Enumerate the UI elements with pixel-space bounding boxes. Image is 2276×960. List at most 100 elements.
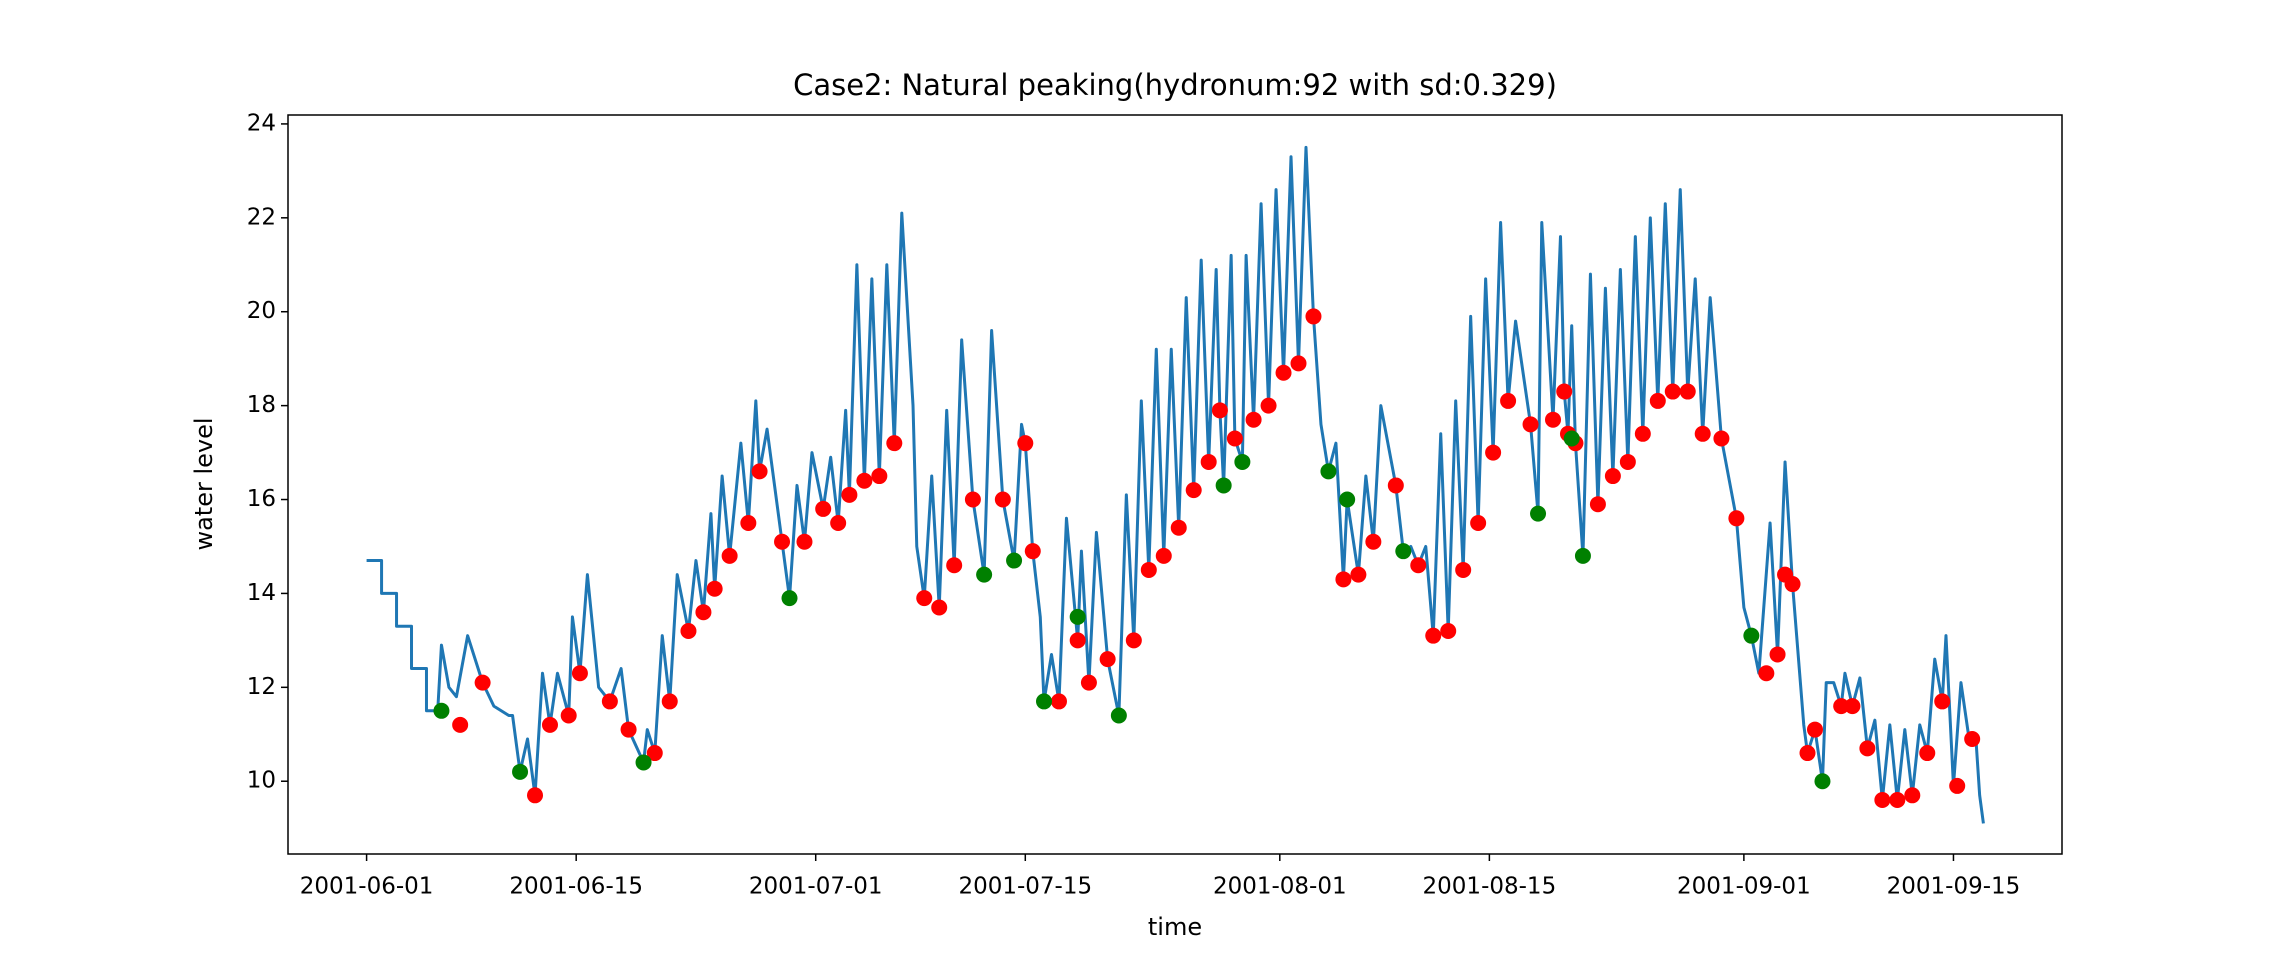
scatter-point: [1440, 622, 1457, 639]
scatter-point: [1589, 496, 1606, 513]
water-level-line: [366, 145, 1985, 824]
scatter-point: [841, 486, 858, 503]
scatter-point: [1226, 430, 1243, 447]
scatter-point: [1050, 693, 1067, 710]
scatter-point: [994, 491, 1011, 508]
scatter-point: [1500, 392, 1517, 409]
scatter-point: [1245, 411, 1262, 428]
scatter-point: [1170, 519, 1187, 536]
scatter-point: [871, 468, 888, 485]
scatter-point: [815, 500, 832, 517]
scatter-point: [1387, 477, 1404, 494]
scatter-point: [1619, 453, 1636, 470]
scatter-point: [474, 674, 491, 691]
scatter-point: [452, 716, 469, 733]
scatter-point: [1365, 533, 1382, 550]
scatter-point: [1919, 745, 1936, 762]
y-tick-label: 20: [247, 298, 276, 324]
scatter-point: [1814, 773, 1831, 790]
scatter-point: [706, 580, 723, 597]
scatter-point: [1350, 566, 1367, 583]
scatter-point: [1904, 787, 1921, 804]
axes-frame: [287, 114, 2063, 855]
x-tick-label: 2001-07-15: [958, 874, 1092, 900]
scatter-point: [1964, 730, 1981, 747]
scatter-point: [1017, 435, 1034, 452]
scatter-point: [1758, 665, 1775, 682]
scatter-point: [1260, 397, 1277, 414]
scatter-point: [1099, 651, 1116, 668]
scatter-point: [916, 590, 933, 607]
scatter-point: [1713, 430, 1730, 447]
scatter-point: [946, 557, 963, 574]
scatter-point: [1522, 416, 1539, 433]
scatter-point: [1125, 632, 1142, 649]
scatter-point: [1215, 477, 1232, 494]
scatter-point: [1069, 608, 1086, 625]
scatter-point: [1200, 453, 1217, 470]
y-tick-label: 14: [247, 580, 276, 606]
y-tick-label: 12: [247, 674, 276, 700]
scatter-point: [571, 665, 588, 682]
chart-title: Case2: Natural peaking(hydronum:92 with …: [793, 68, 1557, 102]
scatter-point: [1320, 463, 1337, 480]
scatter-point: [661, 693, 678, 710]
scatter-point: [781, 590, 798, 607]
scatter-point: [856, 472, 873, 489]
scatter-point: [1728, 510, 1745, 527]
scatter-point: [541, 716, 558, 733]
scatter-point: [1634, 425, 1651, 442]
scatter-point: [976, 566, 993, 583]
scatter-point: [1874, 792, 1891, 809]
scatter-point: [601, 693, 618, 710]
scatter-point: [512, 763, 529, 780]
scatter-point: [620, 721, 637, 738]
scatter-point: [1949, 777, 1966, 794]
scatter-point: [1604, 468, 1621, 485]
x-tick-label: 2001-06-01: [300, 874, 434, 900]
scatter-point: [527, 787, 544, 804]
y-tick-label: 22: [247, 204, 276, 230]
scatter-point: [1934, 693, 1951, 710]
y-tick-label: 24: [247, 110, 276, 136]
x-tick-label: 2001-09-01: [1677, 874, 1811, 900]
scatter-point: [1833, 698, 1850, 715]
y-tick-label: 10: [247, 768, 276, 794]
scatter-point: [1743, 627, 1760, 644]
scatter-point: [1545, 411, 1562, 428]
scatter-point: [695, 604, 712, 621]
scatter-point: [646, 745, 663, 762]
scatter-point: [1769, 646, 1786, 663]
x-tick-label: 2001-06-15: [509, 874, 643, 900]
scatter-point: [1784, 576, 1801, 593]
scatter-point: [1006, 552, 1023, 569]
scatter-point: [1649, 392, 1666, 409]
scatter-point: [1305, 308, 1322, 325]
scatter-point: [1024, 543, 1041, 560]
scatter-point: [1155, 547, 1172, 564]
scatter-point: [964, 491, 981, 508]
scatter-point: [1806, 721, 1823, 738]
x-tick-label: 2001-08-01: [1213, 874, 1347, 900]
scatter-point: [1069, 632, 1086, 649]
scatter-point: [1275, 364, 1292, 381]
scatter-point: [774, 533, 791, 550]
scatter-point: [1185, 482, 1202, 499]
scatter-point: [560, 707, 577, 724]
scatter-point: [1694, 425, 1711, 442]
scatter-point: [1410, 557, 1427, 574]
scatter-point: [1485, 444, 1502, 461]
x-axis-label: time: [1148, 913, 1202, 941]
x-tick-label: 2001-08-15: [1423, 874, 1557, 900]
scatter-point: [1339, 491, 1356, 508]
scatter-point: [1140, 561, 1157, 578]
scatter-point: [1889, 792, 1906, 809]
scatter-point: [1844, 698, 1861, 715]
x-tick-label: 2001-09-15: [1887, 874, 2021, 900]
scatter-point: [1211, 402, 1228, 419]
y-axis-label: water level: [190, 417, 218, 550]
x-tick-label: 2001-07-01: [749, 874, 883, 900]
scatter-point: [1664, 383, 1681, 400]
